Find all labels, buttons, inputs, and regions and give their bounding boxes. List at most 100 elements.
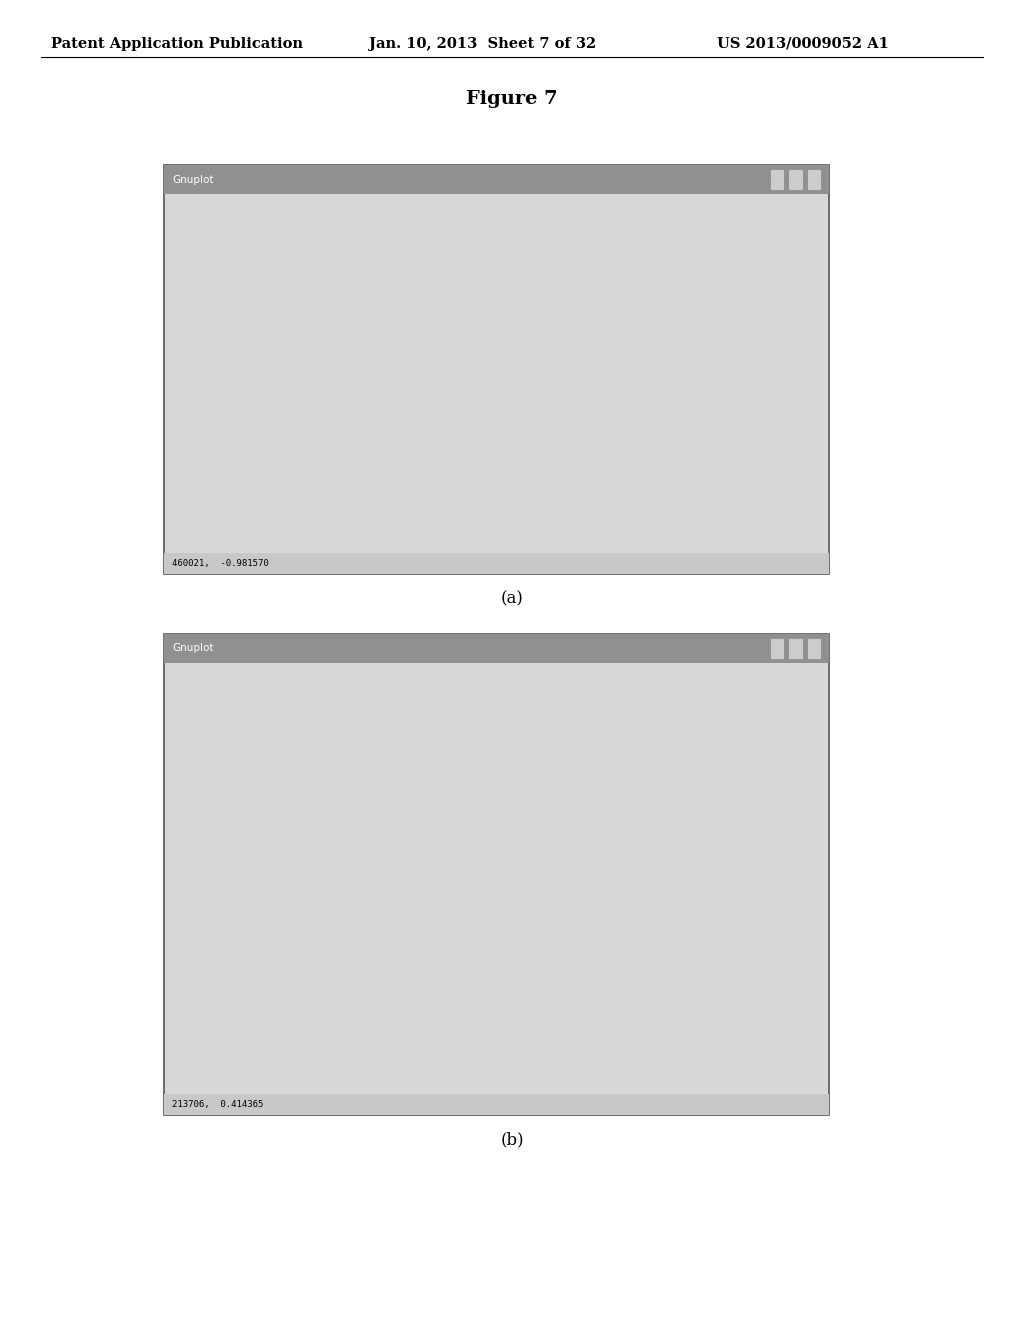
Point [340, 986, 356, 1007]
Point [469, 989, 485, 1010]
Point [674, 491, 690, 512]
Point [734, 985, 751, 1006]
Point [622, 990, 638, 1011]
Point [505, 457, 521, 478]
Point [304, 983, 321, 1005]
Point [763, 989, 779, 1010]
Point [356, 983, 373, 1005]
Point [242, 942, 258, 964]
Point [387, 477, 403, 498]
Point [259, 479, 275, 500]
Point [412, 475, 428, 496]
Point [394, 475, 411, 496]
Point [447, 986, 464, 1007]
Point [409, 983, 425, 1005]
Point [742, 987, 759, 1008]
Point [418, 956, 434, 977]
Point [598, 979, 614, 1001]
Point [344, 477, 360, 498]
Point [325, 989, 341, 1010]
Point [518, 478, 535, 499]
Point [476, 958, 493, 979]
Point [355, 477, 372, 498]
Point [349, 475, 366, 496]
Point [383, 474, 399, 495]
Point [539, 510, 555, 531]
Point [482, 479, 499, 500]
Point [302, 977, 318, 998]
Point [540, 977, 556, 998]
Point [411, 474, 427, 495]
Point [557, 990, 573, 1011]
Point [375, 983, 391, 1005]
Point [275, 993, 292, 1014]
Point [535, 503, 551, 524]
Point [359, 982, 376, 1003]
Point [532, 502, 549, 523]
Point [404, 477, 421, 498]
Point [351, 477, 368, 498]
Point [388, 474, 404, 495]
Point [660, 1001, 677, 1022]
Point [380, 475, 396, 496]
Point [298, 937, 314, 958]
Point [763, 1040, 779, 1061]
Point [420, 915, 436, 936]
Point [326, 932, 342, 953]
Point [532, 949, 549, 970]
Point [667, 986, 683, 1007]
Point [333, 473, 349, 494]
Point [362, 475, 379, 496]
Point [456, 979, 472, 1001]
Point [524, 488, 541, 510]
Point [355, 990, 372, 1011]
Point [404, 475, 421, 496]
Point [591, 983, 607, 1005]
Point [707, 1022, 723, 1043]
Point [284, 994, 300, 1015]
Point [437, 478, 454, 499]
Point [256, 987, 272, 1008]
Point [240, 936, 256, 957]
Point [401, 994, 418, 1015]
Point [314, 1001, 331, 1022]
Point [248, 994, 264, 1015]
Point [346, 475, 362, 496]
Point [679, 492, 695, 513]
Point [670, 978, 686, 999]
Point [397, 475, 414, 496]
Point [452, 977, 468, 998]
Point [295, 900, 311, 921]
Point [742, 995, 759, 1016]
Point [752, 987, 768, 1008]
Point [586, 470, 602, 491]
Point [392, 478, 409, 499]
Point [623, 1001, 639, 1022]
Point [497, 890, 513, 911]
Point [350, 919, 367, 940]
Point [259, 484, 275, 506]
Point [521, 482, 538, 503]
Point [422, 473, 438, 494]
Point [302, 986, 318, 1007]
Point [501, 450, 517, 471]
Point [641, 962, 657, 983]
Point [409, 981, 425, 1002]
Point [508, 462, 524, 483]
Point [406, 478, 422, 499]
Point [379, 478, 395, 499]
Point [759, 1006, 775, 1027]
Point [530, 989, 547, 1010]
Point [332, 475, 348, 496]
Point [403, 972, 420, 993]
Point [435, 478, 452, 499]
Point [261, 482, 278, 503]
Point [744, 454, 761, 475]
Point [474, 954, 490, 975]
Point [473, 479, 489, 500]
Point [670, 975, 686, 997]
Point [446, 477, 463, 498]
Point [466, 986, 482, 1007]
Point [367, 999, 383, 1020]
Point [642, 483, 658, 504]
